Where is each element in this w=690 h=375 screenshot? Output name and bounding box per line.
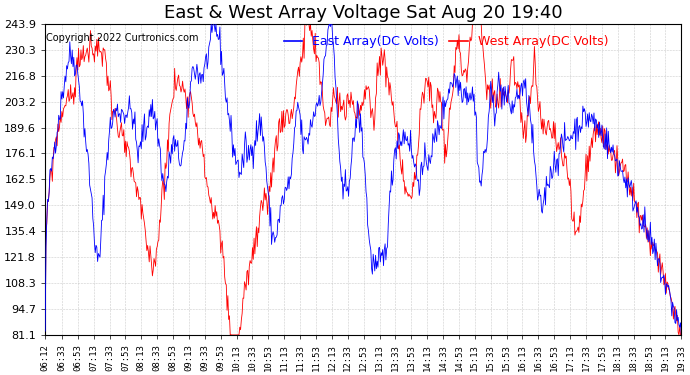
Title: East & West Array Voltage Sat Aug 20 19:40: East & West Array Voltage Sat Aug 20 19:… xyxy=(164,4,562,22)
Text: Copyright 2022 Curtronics.com: Copyright 2022 Curtronics.com xyxy=(46,33,198,43)
Legend: East Array(DC Volts), West Array(DC Volts): East Array(DC Volts), West Array(DC Volt… xyxy=(279,30,613,53)
